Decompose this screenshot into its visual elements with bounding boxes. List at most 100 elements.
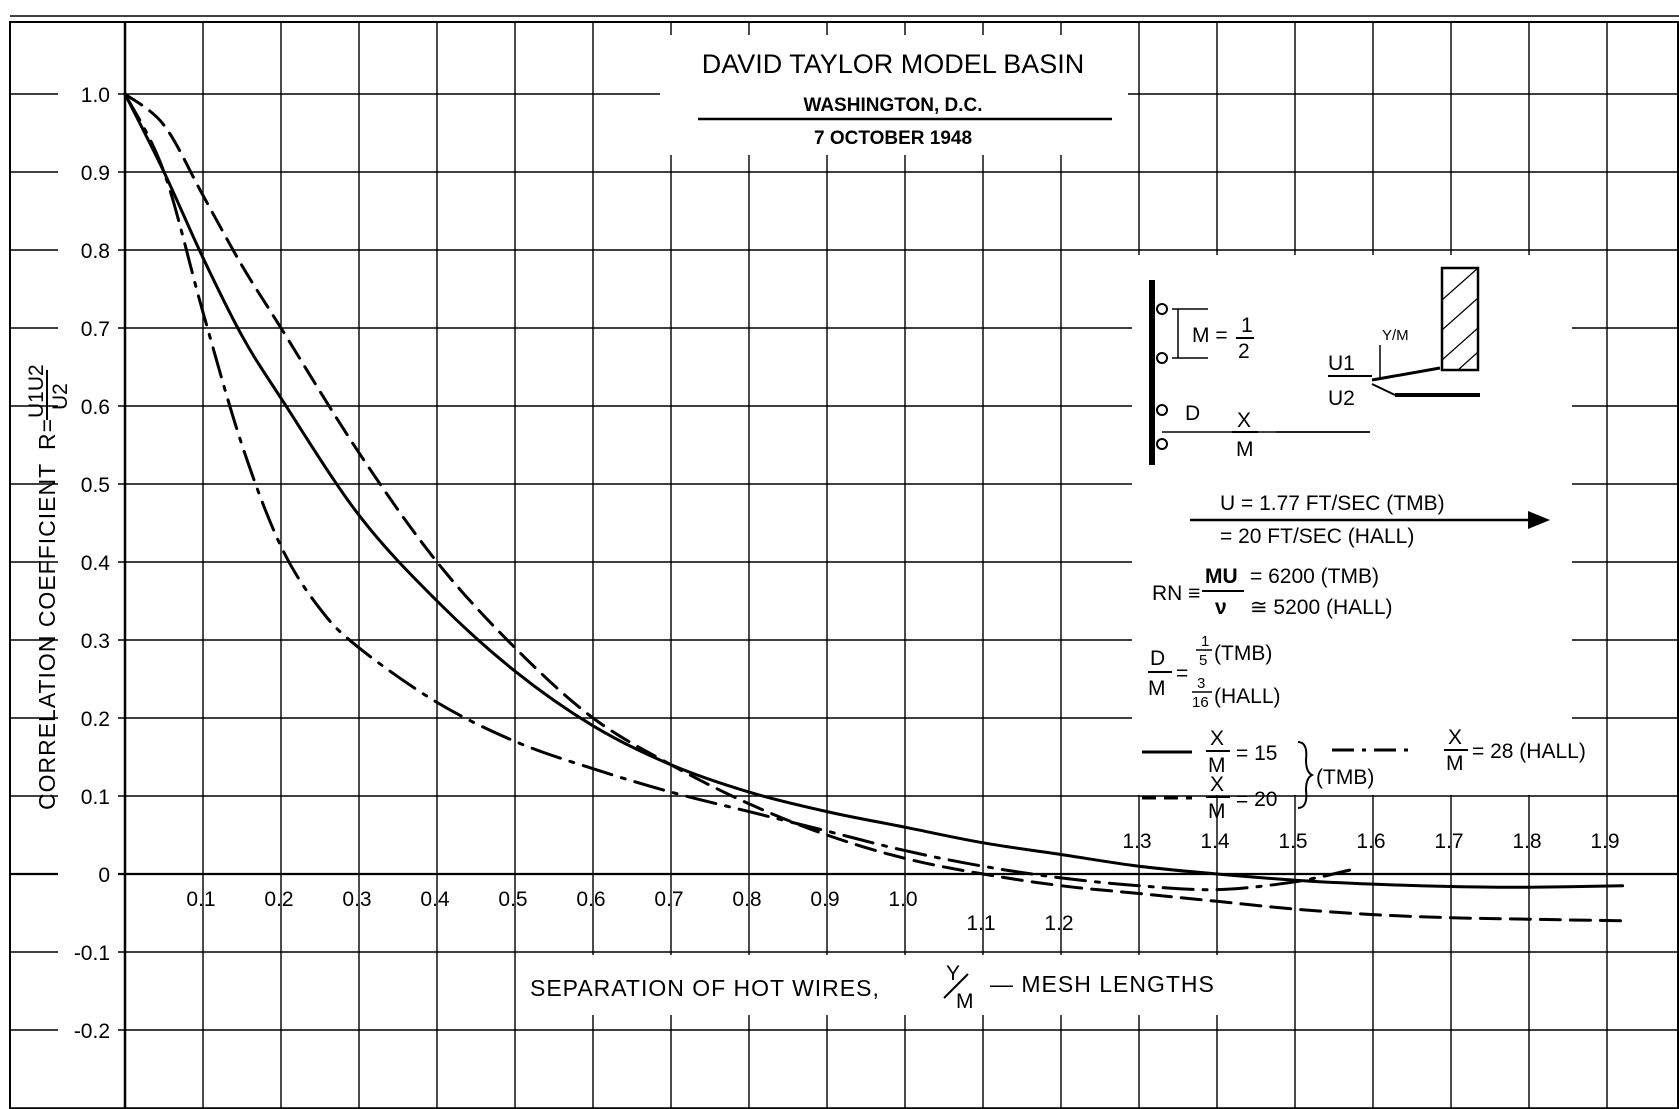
series-line-1 bbox=[123, 92, 1625, 889]
y-tick-bg bbox=[58, 702, 118, 732]
y-tick-label: 0.6 bbox=[81, 396, 110, 419]
dm-tmb-den: 5 bbox=[1199, 652, 1207, 669]
u2-label: U2 bbox=[1328, 387, 1355, 410]
x-tick-label: 0.1 bbox=[186, 888, 215, 911]
x-tick-label: 1.4 bbox=[1200, 830, 1230, 853]
plot-frame bbox=[9, 21, 1679, 1109]
y-tick-bg bbox=[58, 546, 118, 576]
x-axis-units: — MESH LENGTHS bbox=[990, 971, 1215, 997]
y-tick-label: 0.5 bbox=[81, 474, 110, 497]
x-tick-label: 1.0 bbox=[888, 888, 917, 911]
u-speed-hall: = 20 FT/SEC (HALL) bbox=[1220, 525, 1414, 548]
hatch-3 bbox=[1441, 327, 1479, 361]
y-tick-label: 1.0 bbox=[81, 84, 110, 107]
u1-label: U1 bbox=[1328, 352, 1355, 375]
wire-node-1 bbox=[1156, 303, 1168, 315]
hatch-1 bbox=[1441, 267, 1479, 301]
chart-location: WASHINGTON, D.C. bbox=[803, 95, 982, 116]
y-axis-denominator: U2 bbox=[49, 383, 72, 410]
m-label: M = bbox=[1192, 324, 1228, 347]
wire-node-2 bbox=[1156, 352, 1168, 364]
x-tick-label: 0.2 bbox=[264, 888, 293, 911]
y-tick-bg bbox=[58, 624, 118, 654]
x-tick-label: 1.8 bbox=[1512, 830, 1541, 853]
y-tick-bg bbox=[58, 858, 118, 888]
y-tick-label: 0.4 bbox=[81, 552, 111, 575]
m-num: 1 bbox=[1241, 314, 1253, 337]
x-axis-y: Y bbox=[946, 962, 960, 985]
y-tick-bg bbox=[58, 468, 118, 498]
dm-den: M bbox=[1148, 677, 1166, 700]
legend-1-den: M bbox=[1208, 754, 1226, 777]
dm-tmb: (TMB) bbox=[1214, 642, 1272, 665]
x-tick-label: 1.2 bbox=[1044, 912, 1073, 935]
flow-arrowhead bbox=[1528, 511, 1550, 529]
x-axis-label: SEPARATION OF HOT WIRES, bbox=[530, 975, 880, 1001]
y-tick-label: -0.1 bbox=[74, 942, 110, 965]
x-tick-label: 0.5 bbox=[498, 888, 527, 911]
y-tick-bg bbox=[58, 234, 118, 264]
x-tick-label: 0.9 bbox=[810, 888, 839, 911]
x-tick-label: 0.8 bbox=[732, 888, 761, 911]
probe-upper bbox=[1371, 366, 1441, 382]
x-tick-label: 1.5 bbox=[1278, 830, 1307, 853]
rn-num: MU bbox=[1205, 565, 1238, 588]
rn-den: ν bbox=[1215, 596, 1227, 619]
series-line-3 bbox=[123, 92, 1352, 892]
chart-title: DAVID TAYLOR MODEL BASIN bbox=[702, 49, 1085, 79]
support-strut bbox=[1440, 266, 1480, 372]
x-tick-label: 0.7 bbox=[654, 888, 683, 911]
hatch-2 bbox=[1441, 297, 1479, 331]
x-axis-m: M bbox=[956, 990, 974, 1013]
dm-hall-den: 16 bbox=[1192, 694, 1209, 711]
legend-3-num: X bbox=[1448, 726, 1462, 749]
legend-2-num: X bbox=[1210, 773, 1224, 796]
y-tick-bg bbox=[58, 936, 118, 966]
apparatus-diagram: M = 1 2 D X M Y/M U1 U2 bbox=[1149, 266, 1480, 465]
x-num: X bbox=[1237, 409, 1251, 432]
x-axis-title-bg bbox=[520, 955, 1270, 1015]
x-den: M bbox=[1236, 438, 1254, 461]
y-tick-bg bbox=[58, 390, 118, 420]
ym-label: Y/M bbox=[1382, 327, 1409, 344]
annotation-panel-bg bbox=[1132, 255, 1572, 795]
x-tick-labels: 0.1 0.2 0.3 0.4 0.5 0.6 0.7 0.8 0.9 1.0 1.1 1.2 1.3 1… bbox=[186, 830, 1619, 935]
y-tick-bg bbox=[58, 780, 118, 810]
y-tick-bg bbox=[58, 156, 118, 186]
y-tick-label: 0.1 bbox=[81, 786, 110, 809]
y-axis-formula: R= bbox=[34, 418, 60, 450]
y-tick-bg bbox=[58, 312, 118, 342]
x-tick-label: 0.6 bbox=[576, 888, 605, 911]
x-tick-label: 1.3 bbox=[1122, 830, 1151, 853]
x-tick-label: 1.7 bbox=[1434, 830, 1463, 853]
dm-eq: = bbox=[1176, 662, 1188, 685]
y-tick-label: 0.9 bbox=[81, 162, 110, 185]
legend-brace bbox=[1297, 741, 1315, 809]
x-tick-label: 0.4 bbox=[420, 888, 450, 911]
y-tick-labels: 1.0 0.9 0.8 0.7 0.6 0.5 0.4 0.3 0.2 0.1 0 -0.1 -0.2 bbox=[58, 78, 118, 1044]
dm-hall: (HALL) bbox=[1214, 685, 1281, 708]
d-label: D bbox=[1185, 402, 1200, 425]
wire-node-3 bbox=[1156, 404, 1168, 416]
legend-2-value: = 20 bbox=[1236, 788, 1277, 811]
x-tick-label: 0.3 bbox=[342, 888, 371, 911]
data-series bbox=[123, 92, 1625, 923]
legend-group-label: (TMB) bbox=[1316, 766, 1374, 789]
dm-hall-num: 3 bbox=[1197, 675, 1205, 692]
wire-node-4 bbox=[1156, 438, 1168, 450]
dm-tmb-num: 1 bbox=[1201, 633, 1209, 650]
x-axis-slash bbox=[943, 973, 969, 999]
y-tick-label: -0.2 bbox=[74, 1020, 110, 1043]
series-line-2 bbox=[123, 92, 1625, 923]
y-tick-label: 0.3 bbox=[81, 630, 110, 653]
rn-tmb: = 6200 (TMB) bbox=[1250, 565, 1379, 588]
y-axis-label: CORRELATION COEFFICIENT bbox=[34, 463, 60, 810]
probe-lower bbox=[1371, 383, 1396, 396]
legend-3-value: = 28 (HALL) bbox=[1472, 740, 1586, 763]
m-den: 2 bbox=[1238, 340, 1250, 363]
rn-label: RN ≡ bbox=[1152, 582, 1200, 605]
u-speed-tmb: U = 1.77 FT/SEC (TMB) bbox=[1220, 492, 1445, 515]
y-tick-label: 0.8 bbox=[81, 240, 110, 263]
x-tick-label: 1.6 bbox=[1356, 830, 1385, 853]
